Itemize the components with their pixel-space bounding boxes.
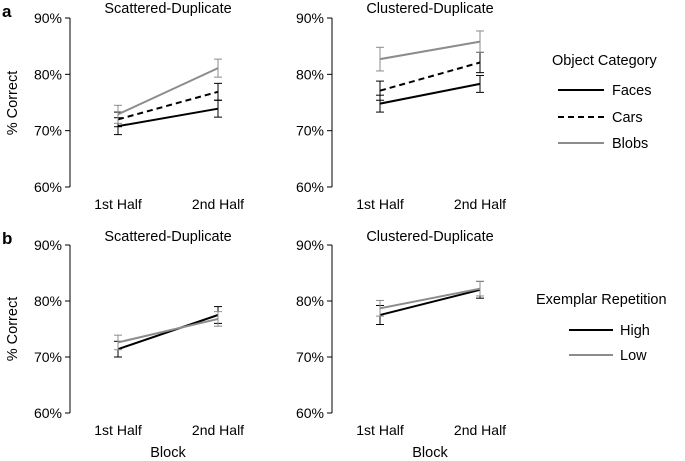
error-bar-faces xyxy=(476,74,484,93)
series-line-high xyxy=(379,288,481,316)
error-bar-low xyxy=(476,280,484,297)
y-tick-label: 70% xyxy=(296,349,324,365)
y-tick-label: 80% xyxy=(296,293,324,309)
y-tick-label: 80% xyxy=(296,66,324,82)
series-line-high xyxy=(117,314,219,351)
panel-label-a: a xyxy=(2,2,12,21)
y-tick-label: 60% xyxy=(296,405,324,421)
series-line-cars xyxy=(379,61,481,92)
legend-label-faces: Faces xyxy=(612,83,652,99)
x-tick-label: 1st Half xyxy=(356,422,404,438)
error-bar-low xyxy=(376,299,384,317)
series-line-blobs xyxy=(117,67,219,116)
chart-title: Scattered-Duplicate xyxy=(104,229,231,245)
x-tick-label: 1st Half xyxy=(94,422,142,438)
y-tick-label: 80% xyxy=(34,293,62,309)
series-line-blobs xyxy=(379,40,481,61)
error-bar-low xyxy=(114,334,122,351)
series-line-low xyxy=(117,317,219,344)
xlabel-right: Block xyxy=(412,445,448,461)
x-tick-label: 1st Half xyxy=(94,196,142,212)
legend-title: Object Category xyxy=(552,53,658,69)
legend-exemplar-repetition: Exemplar Repetition High Low xyxy=(536,292,667,364)
y-tick-label: 60% xyxy=(296,179,324,195)
legend-label-low: Low xyxy=(620,348,647,364)
ylabel-row-a: % Correct xyxy=(5,71,21,135)
x-tick-label: 2nd Half xyxy=(454,422,506,438)
y-tick-label: 60% xyxy=(34,405,62,421)
y-tick-label: 80% xyxy=(34,66,62,82)
y-tick-label: 70% xyxy=(296,123,324,139)
error-bar-blobs xyxy=(214,58,222,78)
x-tick-label: 2nd Half xyxy=(192,422,244,438)
chart-title: Clustered-Duplicate xyxy=(366,1,493,17)
xlabel-left: Block xyxy=(150,445,186,461)
chart-title: Clustered-Duplicate xyxy=(366,229,493,245)
ylabel-row-b: % Correct xyxy=(5,297,21,361)
panel-scattered-duplicate-repetition: Scattered-Duplicate 60% 70% 80% 90% 1st Half 2… xyxy=(34,229,244,438)
legend-label-high: High xyxy=(620,323,650,339)
x-tick-label: 1st Half xyxy=(356,196,404,212)
y-tick-label: 70% xyxy=(34,123,62,139)
y-tick-label: 70% xyxy=(34,349,62,365)
y-tick-label: 90% xyxy=(34,237,62,253)
error-bar-cars xyxy=(214,82,222,101)
series-line-faces xyxy=(117,107,219,128)
error-bar-blobs xyxy=(476,30,484,53)
legend-object-category: Object Category Faces Cars Blobs xyxy=(552,53,658,152)
error-bar-blobs xyxy=(376,46,384,72)
error-bar-low xyxy=(214,311,222,327)
error-bar-cars xyxy=(376,80,384,101)
panel-clustered-duplicate-category: Clustered-Duplicate 60% 70% 80% 90% 1st Half 2… xyxy=(296,1,506,212)
legend-title: Exemplar Repetition xyxy=(536,292,667,308)
series-line-faces xyxy=(379,82,481,105)
x-tick-label: 2nd Half xyxy=(192,196,244,212)
y-tick-label: 90% xyxy=(296,237,324,253)
legend-label-blobs: Blobs xyxy=(612,136,648,152)
series-line-cars xyxy=(117,90,219,121)
legend-label-cars: Cars xyxy=(612,110,643,126)
error-bar-blobs xyxy=(114,104,122,124)
x-tick-label: 2nd Half xyxy=(454,196,506,212)
y-tick-label: 90% xyxy=(34,10,62,26)
panel-label-b: b xyxy=(2,229,12,248)
y-tick-label: 60% xyxy=(34,179,62,195)
panel-clustered-duplicate-repetition: Clustered-Duplicate 60% 70% 80% 90% 1st Half 2… xyxy=(296,229,506,438)
series-line-low xyxy=(379,287,481,310)
panel-scattered-duplicate-category: Scattered-Duplicate 60% 70% 80% 90% 1st Half 2… xyxy=(34,1,244,212)
y-tick-label: 90% xyxy=(296,10,324,26)
chart-title: Scattered-Duplicate xyxy=(104,1,231,17)
